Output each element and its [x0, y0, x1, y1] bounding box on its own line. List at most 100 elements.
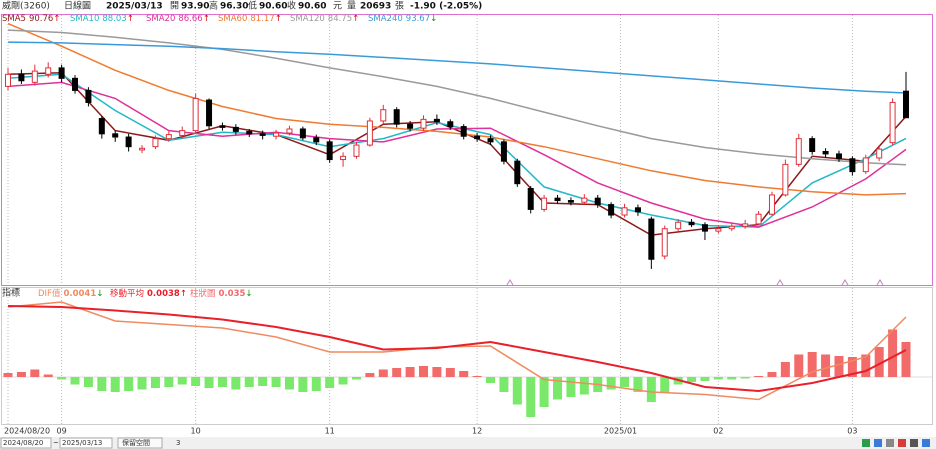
histogram-bar [432, 367, 442, 377]
legend-value: 93.67 [406, 14, 430, 24]
candle-body [474, 135, 481, 140]
candle-body [742, 223, 749, 227]
histogram-bar [807, 352, 817, 377]
candle-body [849, 158, 856, 173]
legend-name: SMA5 [2, 14, 26, 24]
histogram-bar [834, 356, 844, 377]
histogram-bar [150, 377, 160, 388]
legend-value: 0.035 [219, 289, 246, 299]
histogram-bar [539, 377, 549, 407]
label: 收 [287, 0, 296, 12]
legend-entry: 柱狀圖 0.035↓ [190, 288, 253, 299]
label: 高 [209, 0, 218, 12]
candle-body [594, 197, 601, 206]
histogram-bar [137, 377, 147, 390]
histogram-bar [874, 347, 884, 377]
candle-body [675, 221, 682, 230]
candle-body [353, 144, 360, 157]
stock: 威剛(3260) [2, 0, 50, 12]
candle-body [728, 225, 735, 230]
legend-entry: SMA20 86.66↑ [146, 14, 210, 24]
candle-body [876, 148, 883, 159]
histogram-bar [700, 377, 710, 381]
candle-body [527, 188, 534, 210]
candle-body [139, 147, 146, 151]
histogram-bar [472, 376, 482, 377]
candle-body [581, 197, 588, 203]
end-date[interactable]: 2025/03/13 [62, 439, 102, 447]
x-tick-label: 2024/08/20 [4, 427, 50, 436]
candle-body [782, 163, 789, 196]
icon[interactable] [898, 439, 906, 447]
candle-body [447, 121, 454, 128]
icon[interactable] [886, 439, 894, 447]
histogram-bar [284, 377, 294, 390]
ma-line [7, 29, 907, 166]
histogram-bar [499, 377, 509, 392]
histogram-bar [727, 377, 737, 380]
candle-body [903, 90, 909, 119]
histogram-bar [231, 377, 241, 390]
histogram-bar [97, 377, 107, 391]
icon[interactable] [910, 439, 918, 447]
toolbar-icons [862, 439, 930, 447]
label: 張 [395, 1, 404, 12]
candle-body [715, 228, 722, 232]
histogram-bar [660, 377, 670, 392]
candle-body [219, 125, 226, 128]
histogram-bar [566, 377, 576, 397]
date-input[interactable] [0, 437, 52, 449]
reserve-button[interactable] [117, 437, 163, 449]
date-input[interactable] [59, 437, 113, 449]
icon[interactable] [862, 439, 870, 447]
reserve-value[interactable]: 3 [176, 439, 180, 447]
candle-body [58, 67, 65, 79]
histogram-bar [217, 377, 227, 387]
indicator-line [7, 301, 907, 401]
icon[interactable] [874, 439, 882, 447]
legend-name: DIF值 [38, 288, 61, 299]
icon[interactable] [922, 439, 930, 447]
histogram-bar [378, 369, 388, 377]
histogram-bar [847, 357, 857, 377]
legend-value: 86.66 [178, 14, 202, 24]
histogram-bar [325, 377, 335, 388]
histogram-bar [164, 377, 174, 387]
x-tick-label: 02 [713, 427, 723, 436]
legend-value: 0.0041 [63, 289, 96, 299]
histogram-bar [687, 377, 697, 382]
indicator-panel [1, 287, 933, 425]
candle-body [85, 89, 92, 103]
candle-body [98, 118, 105, 135]
legend-name: SMA10 [70, 14, 99, 24]
reserve-label[interactable]: 保留空間 [122, 438, 150, 447]
candle-body [340, 155, 347, 161]
marker [506, 279, 514, 286]
ma-line [7, 41, 907, 94]
candle-body [862, 157, 869, 173]
histogram-bar [512, 377, 522, 405]
start-date[interactable]: 2024/08/20 [3, 439, 43, 447]
candle-body [567, 200, 574, 203]
candle-body [112, 133, 119, 138]
histogram-bar [57, 377, 67, 380]
x-tick-label: 2025/01 [604, 427, 637, 436]
candle-body [393, 109, 400, 125]
legend-entry: SMA5 90.76↑ [2, 14, 60, 24]
histogram-bar [405, 367, 415, 377]
candle-body [648, 218, 655, 260]
candle-body [206, 99, 213, 127]
candle-body [541, 197, 548, 210]
histogram-bar [258, 377, 268, 386]
histogram-bar [526, 377, 536, 417]
histogram-bar [191, 377, 201, 386]
legend-trend: ↑ [180, 289, 187, 299]
candle-body [889, 101, 896, 144]
histogram-bar [83, 377, 93, 387]
legend-entry: DIF值 0.0041↓ [38, 288, 103, 299]
candle-body [407, 123, 414, 129]
candle-body [487, 138, 494, 143]
label: 開 [170, 1, 179, 12]
histogram-bar [204, 377, 214, 388]
